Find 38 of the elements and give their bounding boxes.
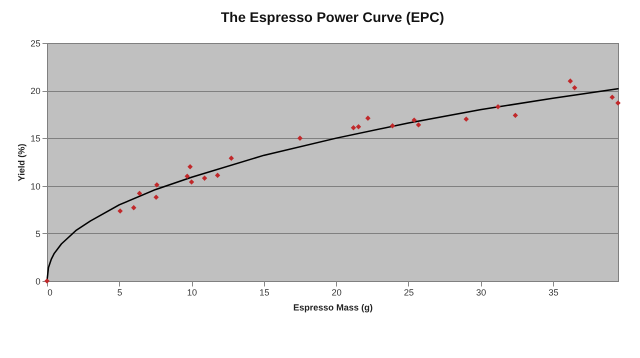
x-tick-label: 35: [548, 288, 558, 298]
point: [416, 122, 422, 128]
chart-title: The Espresso Power Curve (EPC): [220, 9, 444, 25]
point: [610, 94, 615, 100]
point: [153, 194, 159, 200]
point: [184, 174, 190, 179]
x-tick-label: 5: [117, 288, 122, 298]
point: [154, 182, 160, 188]
point: [202, 176, 208, 181]
point: [136, 190, 142, 196]
y-axis-title: Yield (%): [16, 144, 26, 182]
point: [568, 78, 573, 84]
y-tick-label: 15: [30, 134, 40, 144]
point: [615, 100, 621, 106]
x-axis-title: Espresso Mass (g): [293, 302, 373, 312]
x-tick-label: 15: [259, 288, 270, 298]
point: [464, 116, 469, 122]
y-tick-label: 10: [30, 181, 40, 192]
y-tick-label: 25: [30, 38, 40, 48]
x-tick-label: 10: [187, 288, 198, 298]
point: [118, 208, 123, 214]
x-tick-label: 25: [404, 288, 414, 298]
point: [214, 172, 220, 178]
x-tick-label: 20: [332, 288, 342, 298]
point: [44, 278, 50, 284]
y-tick-label: 5: [35, 228, 40, 239]
point: [412, 117, 417, 123]
point: [365, 116, 371, 121]
point: [188, 179, 194, 185]
x-tick-label: 0: [48, 288, 53, 298]
point: [512, 112, 518, 118]
point: [187, 164, 193, 170]
point: [228, 156, 234, 161]
y-tick-label: 0: [35, 276, 40, 286]
point: [131, 205, 136, 210]
x-tick-label: 30: [476, 288, 486, 298]
y-tick-label: 20: [30, 86, 40, 96]
point: [572, 85, 578, 90]
